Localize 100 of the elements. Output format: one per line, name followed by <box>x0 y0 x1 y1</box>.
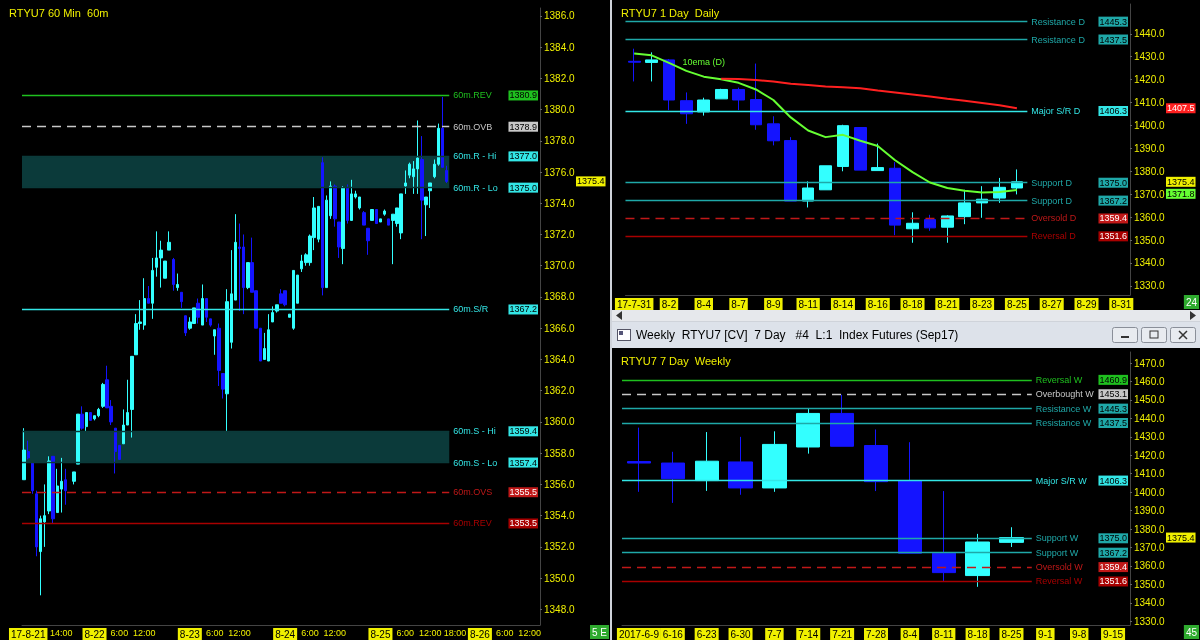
candlestick <box>350 179 353 221</box>
x-tick-label: 6-16 <box>662 628 684 640</box>
ref-line-label: Major S/R D <box>1031 106 1081 117</box>
candlestick <box>209 318 212 328</box>
y-tick-label: 1378.0 <box>544 135 576 147</box>
x-tick-label: 6-30 <box>730 628 751 640</box>
ref-line-label: 60m.R - Hi <box>453 151 497 162</box>
y-tick-label: 1440.0 <box>1134 28 1166 40</box>
text: 1375.4 <box>1167 532 1195 543</box>
candlestick <box>420 135 424 240</box>
candlestick <box>715 88 728 100</box>
annotation: 1406.3 <box>1099 106 1127 117</box>
candlestick <box>337 221 341 259</box>
x-tick-label: 9-15 <box>1103 628 1124 640</box>
candlestick <box>271 305 274 323</box>
x-tick-label: 12:00 <box>228 627 251 638</box>
text: 45 <box>1185 626 1198 638</box>
y-tick-label: 1368.0 <box>544 291 576 303</box>
ref-line-label: Support D <box>1031 195 1073 206</box>
candlestick <box>750 63 762 131</box>
candlestick <box>85 412 88 432</box>
chart-title: RTYU7 60 Min 60m <box>9 6 109 19</box>
line-series <box>720 77 1018 110</box>
candlestick <box>854 127 867 171</box>
text: 24 <box>1185 296 1198 308</box>
x-tick-label: 8-26 <box>469 628 491 640</box>
y-tick-label: 1360.0 <box>1134 560 1166 572</box>
x-tick-label: 8-4 <box>902 628 918 640</box>
ref-line-label: Resistance D <box>1031 16 1086 27</box>
annotation: 1359.4 <box>1099 213 1127 224</box>
y-tick-label: 1374.0 <box>544 197 576 209</box>
ref-line-label: Oversold W <box>1035 562 1084 573</box>
candlestick <box>321 155 324 296</box>
candlestick <box>47 455 51 515</box>
candlestick <box>341 185 345 265</box>
candlestick <box>35 490 38 557</box>
candlestick <box>346 184 349 225</box>
candlestick <box>196 298 200 325</box>
candlestick <box>965 533 990 588</box>
candlestick <box>898 441 922 554</box>
y-tick-label: 1380.0 <box>1134 165 1166 177</box>
x-tick-label: 12:00 <box>418 627 442 638</box>
candlestick <box>267 313 270 362</box>
x-tick-label: 7-21 <box>832 628 853 640</box>
ref-line-label: 60m.REV <box>453 518 492 529</box>
annotation: 1437.5 <box>1099 418 1127 429</box>
y-tick-label: 1384.0 <box>544 41 576 53</box>
ref-line-label: Oversold D <box>1031 213 1077 224</box>
y-tick-label: 1350.0 <box>544 572 576 584</box>
candlestick <box>176 273 179 292</box>
candlestick <box>728 436 753 496</box>
candlestick <box>97 407 100 418</box>
annotation: 1359.4 <box>1099 562 1127 573</box>
y-tick-label: 1354.0 <box>544 510 576 522</box>
y-tick-label: 1370.0 <box>1134 542 1166 554</box>
y-tick-label: 1386.0 <box>544 10 576 22</box>
candlestick <box>958 189 971 225</box>
x-tick-label: 6:00 <box>205 627 224 638</box>
y-tick-label: 1410.0 <box>1134 468 1166 480</box>
annotation: 1375.0 <box>1099 177 1127 188</box>
x-tick-label: 8-29 <box>1076 298 1097 310</box>
ref-line-label: Reversal W <box>1035 374 1083 385</box>
x-tick-label: 17-8-21 <box>10 628 46 640</box>
candlestick <box>366 227 370 256</box>
ref-line-label: 60m.S/R <box>453 304 489 315</box>
candlestick <box>941 214 954 244</box>
y-tick-label: 1390.0 <box>1134 505 1166 517</box>
annotation: 1377.0 <box>509 151 537 162</box>
candlestick <box>22 427 26 481</box>
y-tick-label: 1370.0 <box>1134 188 1166 200</box>
candlestick <box>889 161 901 236</box>
candlestick <box>217 323 221 387</box>
ref-line-label: Support W <box>1035 547 1079 558</box>
x-tick-label: 18:00 <box>443 627 467 638</box>
y-tick-label: 1440.0 <box>1134 412 1166 424</box>
x-tick-label: 9-1 <box>1038 628 1053 640</box>
candlestick <box>76 413 80 465</box>
x-tick-label: 8-27 <box>1041 298 1063 310</box>
line-series <box>633 52 1018 194</box>
text: 1407.5 <box>1167 103 1195 114</box>
candlestick <box>184 315 187 337</box>
candlestick <box>27 440 30 460</box>
candlestick <box>333 184 337 228</box>
x-tick-label: 2017-6-9 <box>618 628 660 640</box>
candlestick <box>31 462 34 495</box>
x-tick-label: 8-14 <box>832 298 854 310</box>
y-tick-label: 1370.0 <box>544 260 576 272</box>
y-tick-label: 1372.0 <box>544 228 576 240</box>
y-tick-label: 1410.0 <box>1134 97 1166 109</box>
x-tick-label: 8-4 <box>696 298 712 310</box>
y-tick-label: 1358.0 <box>544 447 576 459</box>
text: 1375.4 <box>1167 176 1195 187</box>
candlestick <box>147 285 150 304</box>
candlestick <box>695 431 719 492</box>
y-tick-label: 1360.0 <box>1134 211 1166 223</box>
annotation: 1367.2 <box>509 304 537 315</box>
y-tick-label: 1350.0 <box>1134 578 1166 590</box>
candlestick <box>732 87 745 111</box>
candlestick <box>784 136 797 202</box>
chart-subtitle: Weekly RTYU7 [CV] 7 Day #4 L:1 Index Futures (Sep17) <box>636 328 960 342</box>
